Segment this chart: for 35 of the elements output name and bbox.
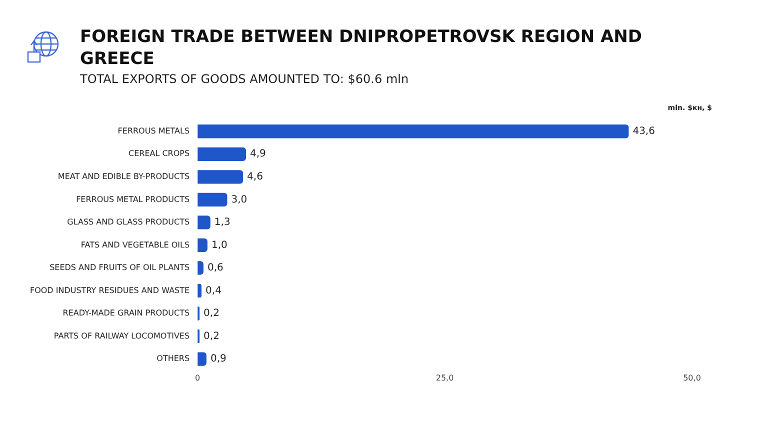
- x-tick-label: 50,0: [683, 373, 701, 382]
- y-tick-label: OTHERS: [156, 354, 190, 364]
- bar: [198, 124, 629, 138]
- y-tick-label: FERROUS METAL PRODUCTS: [76, 194, 190, 204]
- x-tick-label: 25,0: [436, 373, 454, 382]
- chart-title: FOREIGN TRADE BETWEEN DNIPROPETROVSK REGION AND GREECE: [80, 26, 643, 70]
- data-label: 0,2: [204, 308, 220, 320]
- data-label: 3,0: [231, 194, 248, 206]
- data-label: 0,4: [206, 285, 222, 296]
- chart-subtitle: TOTAL EXPORTS OF GOODS AMOUNTED TO: $60.6 mln: [80, 72, 409, 86]
- data-label: 43,6: [632, 126, 655, 137]
- y-tick-label: MEAT AND EDIBLE BY-PRODUCTS: [58, 172, 190, 181]
- y-tick-label: READY-MADE GRAIN PRODUCTS: [62, 308, 190, 318]
- bar: [198, 147, 246, 161]
- data-label: 4,6: [247, 172, 263, 183]
- y-tick-label: SEEDS AND FRUITS OF OIL PLANTS: [50, 263, 190, 272]
- bar: [198, 192, 228, 206]
- y-tick-label: FOOD INDUSTRY RESIDUES AND WASTE: [30, 286, 190, 295]
- data-label: 1,0: [211, 240, 228, 251]
- bar: [198, 216, 210, 230]
- bar: [198, 261, 204, 275]
- y-tick-label: GLASS AND GLASS PRODUCTS: [67, 218, 190, 227]
- bar: [198, 352, 206, 366]
- y-tick-label: FERROUS METALS: [118, 126, 190, 136]
- data-label: 4,9: [250, 148, 266, 160]
- y-tick-label: CEREAL CROPS: [128, 149, 190, 158]
- data-label: 0,9: [210, 354, 226, 365]
- data-label: 0,6: [208, 262, 224, 274]
- y-tick-label: FATS AND VEGETABLE OILS: [80, 240, 190, 250]
- bar: [198, 170, 244, 184]
- y-tick-label: PARTS OF RAILWAY LOCOMOTIVES: [54, 331, 190, 340]
- data-label: 0,2: [204, 330, 220, 342]
- bar: [198, 238, 208, 252]
- x-tick-label: 0: [195, 373, 200, 382]
- data-label: 1,3: [214, 217, 230, 228]
